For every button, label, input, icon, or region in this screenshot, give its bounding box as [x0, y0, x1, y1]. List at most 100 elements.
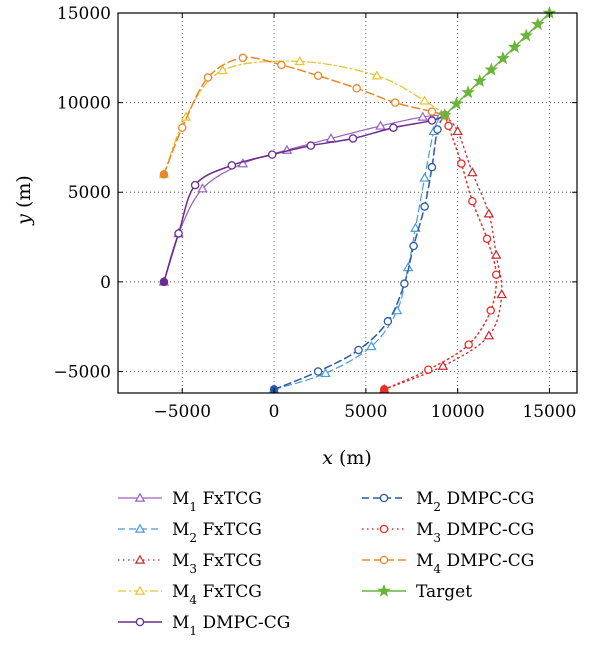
- legend-swatch-marker: [134, 492, 146, 502]
- legend-label-m: M: [172, 613, 189, 633]
- legend-label-method: FxTCG: [197, 582, 262, 602]
- x-axis-unit: (m): [333, 447, 372, 469]
- legend-label-method: FxTCG: [197, 551, 262, 571]
- data-point: [461, 85, 475, 99]
- series-7: [379, 110, 501, 394]
- data-point: [389, 123, 398, 132]
- legend-entry: M2 FxTCG: [118, 520, 262, 545]
- series-4: [158, 55, 451, 179]
- y-axis-unit: (m): [13, 175, 35, 214]
- data-point: [452, 125, 463, 136]
- legend-entry: Target: [362, 582, 472, 602]
- x-tick-label: 5000: [344, 402, 387, 422]
- legend-label-m: M: [416, 551, 433, 571]
- data-point: [352, 84, 361, 93]
- plot-frame: [117, 12, 578, 394]
- series-line: [163, 114, 446, 283]
- data-point: [519, 28, 533, 42]
- data-point: [320, 367, 331, 378]
- legend-entry: M3 FxTCG: [118, 551, 262, 576]
- legend-swatch-marker: [379, 524, 389, 534]
- data-point: [383, 317, 393, 326]
- data-point: [433, 125, 442, 134]
- data-point: [174, 229, 183, 238]
- data-point: [457, 159, 466, 168]
- data-point: [467, 167, 478, 177]
- legend-swatch-marker: [134, 554, 146, 564]
- legend-label: M2 FxTCG: [172, 520, 262, 545]
- legend-swatch-marker: [135, 617, 145, 627]
- legend-swatch-marker: [379, 555, 389, 565]
- data-point: [366, 340, 377, 351]
- data-point: [178, 123, 187, 132]
- data-point: [464, 340, 473, 349]
- data-point: [496, 289, 507, 299]
- legend-label-index: 2: [189, 531, 197, 545]
- start-point: [159, 170, 168, 179]
- legend-label-m: M: [172, 489, 189, 509]
- legend-entry: M2 DMPC-CG: [362, 489, 534, 514]
- series-line: [383, 114, 498, 391]
- data-point: [438, 108, 452, 121]
- series-line: [444, 12, 551, 116]
- data-point: [491, 270, 501, 279]
- legend-swatch-marker: [134, 523, 146, 533]
- legend-label-method: FxTCG: [197, 520, 262, 540]
- series-line: [163, 114, 446, 283]
- legend-label-method: DMPC-CG: [197, 613, 290, 633]
- data-point: [267, 150, 277, 159]
- data-point: [444, 121, 453, 131]
- legend-label-index: 3: [433, 531, 441, 545]
- data-point: [427, 162, 437, 172]
- legend-entry: M4 DMPC-CG: [362, 551, 534, 576]
- data-point: [486, 306, 495, 315]
- y-tick-label: 15000: [57, 4, 111, 24]
- legend-label-index: 4: [189, 593, 197, 607]
- data-point: [197, 183, 208, 193]
- x-axis-variable: x: [322, 447, 333, 469]
- data-point: [400, 279, 409, 288]
- data-point: [306, 141, 316, 150]
- data-point: [420, 202, 429, 211]
- legend-label-method: DMPC-CG: [441, 520, 534, 540]
- axis-ticks: −5000 0 5000 10000 15000 −5000 0 5000 10000 15000: [53, 4, 577, 422]
- legend-label: M1 FxTCG: [172, 489, 262, 514]
- data-point: [483, 330, 495, 340]
- data-point: [417, 111, 429, 121]
- data-point: [419, 172, 430, 182]
- data-point: [375, 120, 386, 130]
- data-point: [409, 241, 418, 251]
- legend-label-index: 1: [189, 624, 197, 638]
- legend-label: M3 FxTCG: [172, 551, 262, 576]
- legend-label-m: M: [172, 582, 189, 602]
- legend-label: M3 DMPC-CG: [416, 520, 534, 545]
- legend-swatch-marker: [377, 583, 391, 597]
- series-1: [158, 109, 451, 286]
- data-point: [190, 180, 200, 190]
- data-point: [419, 95, 430, 105]
- legend-label-m: M: [416, 520, 433, 540]
- legend-label-m: M: [172, 520, 189, 540]
- data-point: [507, 39, 522, 53]
- series-6: [269, 110, 450, 394]
- y-tick-label: 5000: [68, 183, 111, 203]
- legend-label: M1 DMPC-CG: [172, 613, 290, 638]
- x-axis-label: x (m): [322, 447, 372, 469]
- data-point: [354, 345, 363, 355]
- data-point: [496, 51, 510, 65]
- y-tick-label: 0: [100, 273, 111, 293]
- series-layer: [158, 5, 557, 394]
- data-point: [482, 234, 492, 244]
- x-tick-label: 15000: [522, 402, 576, 422]
- x-tick-label: 0: [269, 402, 280, 422]
- y-axis-label: y (m): [13, 175, 35, 226]
- legend-label-m: M: [172, 551, 189, 571]
- data-point: [277, 60, 286, 70]
- data-point: [427, 116, 437, 125]
- legend-label: M4 FxTCG: [172, 582, 262, 607]
- start-point: [159, 277, 168, 286]
- data-point: [313, 367, 323, 376]
- legend-label-index: 3: [189, 562, 197, 576]
